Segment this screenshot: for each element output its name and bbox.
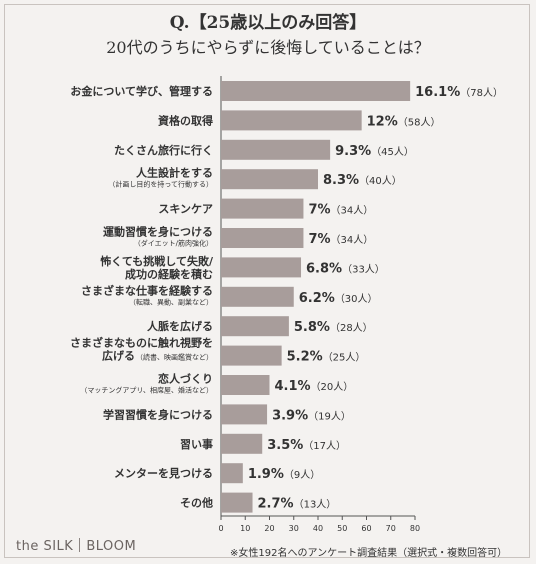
bar [221, 139, 331, 160]
bar [221, 433, 263, 454]
bar [221, 169, 318, 190]
x-tick-label: 10 [240, 524, 250, 533]
bar [221, 463, 243, 484]
value-label: 9.3%（45人） [335, 144, 414, 159]
survey-note: ※女性192名へのアンケート調査結果（選択式・複数回答可） [230, 548, 508, 559]
value-label: 5.2%（25人） [287, 350, 366, 365]
value-label: 3.5%（17人） [267, 438, 346, 453]
x-tick-label: 30 [289, 524, 299, 533]
bar [221, 345, 282, 366]
x-tick-label: 20 [264, 524, 274, 533]
category-sublabel: （ダイエット/筋肉強化） [134, 239, 213, 248]
category-label: お金について学び、管理する [70, 84, 213, 98]
value-label: 5.8%（28人） [294, 320, 373, 335]
x-tick-label: 50 [337, 524, 347, 533]
category-sublabel: （転職、異動、副業など） [129, 297, 213, 306]
category-label: 運動習慣を身につける [103, 225, 213, 239]
value-label: 6.8%（33人） [306, 261, 385, 276]
bar [221, 81, 411, 101]
bar [221, 316, 289, 337]
category-label: 資格の取得 [158, 113, 213, 127]
value-label: 1.9%（9人） [248, 467, 320, 482]
x-tick-label: 80 [410, 524, 420, 533]
bar [221, 228, 304, 248]
category-label: 習い事 [180, 437, 213, 451]
chart-title: Q.【25歳以上のみ回答】 [169, 13, 367, 33]
category-label: 学習習慣を身につける [103, 407, 213, 421]
bar [221, 110, 362, 131]
category-label: 成功の経験を積む [125, 267, 213, 281]
category-label: 怖くても挑戦して失敗/ [100, 254, 214, 268]
category-sublabel: （読書、映画鑑賞など） [136, 353, 213, 362]
x-tick-label: 60 [361, 524, 371, 533]
value-label: 4.1%（20人） [275, 379, 354, 394]
category-label: 広げる [102, 349, 135, 363]
category-label: たくさん旅行に行く [114, 143, 213, 157]
category-label: スキンケア [158, 203, 213, 216]
brand-divider [79, 538, 81, 552]
brand-name-left: the SILK [16, 539, 74, 554]
category-sublabel: （計画し目的を持って行動する） [108, 180, 213, 189]
value-label: 12%（58人） [367, 114, 441, 129]
category-label: さまざまな仕事を経験する [81, 283, 213, 297]
bar [221, 257, 302, 278]
value-label: 3.9%（19人） [272, 408, 351, 423]
value-label: 2.7%（13人） [258, 497, 337, 512]
bar [221, 492, 253, 513]
category-label: 人生設計をする [136, 166, 213, 180]
category-label: メンターを見つける [114, 467, 213, 480]
category-label: その他 [180, 496, 213, 510]
chart-frame [4, 4, 530, 558]
value-label: 7%（34人） [308, 203, 373, 218]
value-label: 16.1%（78人） [415, 85, 503, 100]
x-tick-label: 40 [313, 524, 323, 533]
category-label: 人脈を広げる [147, 319, 213, 333]
bar [221, 198, 304, 219]
brand-name-right: BLOOM [86, 539, 137, 554]
value-label: 7%（34人） [308, 232, 373, 247]
x-tick-label: 0 [218, 524, 223, 533]
bar [221, 375, 270, 395]
x-tick-label: 70 [386, 524, 396, 533]
bar [221, 286, 294, 307]
bar [221, 404, 268, 425]
value-label: 8.3%（40人） [323, 173, 402, 188]
category-label: 恋人づくり [158, 372, 213, 386]
value-label: 6.2%（30人） [299, 291, 378, 306]
chart-subtitle: 20代のうちにやらずに後悔していることは？ [106, 38, 430, 57]
category-label: さまざまなものに触れ視野を [70, 336, 213, 350]
brand-logo: the SILK BLOOM [16, 538, 136, 554]
category-sublabel: （マッチングアプリ、相席屋、婚活など） [80, 386, 213, 395]
